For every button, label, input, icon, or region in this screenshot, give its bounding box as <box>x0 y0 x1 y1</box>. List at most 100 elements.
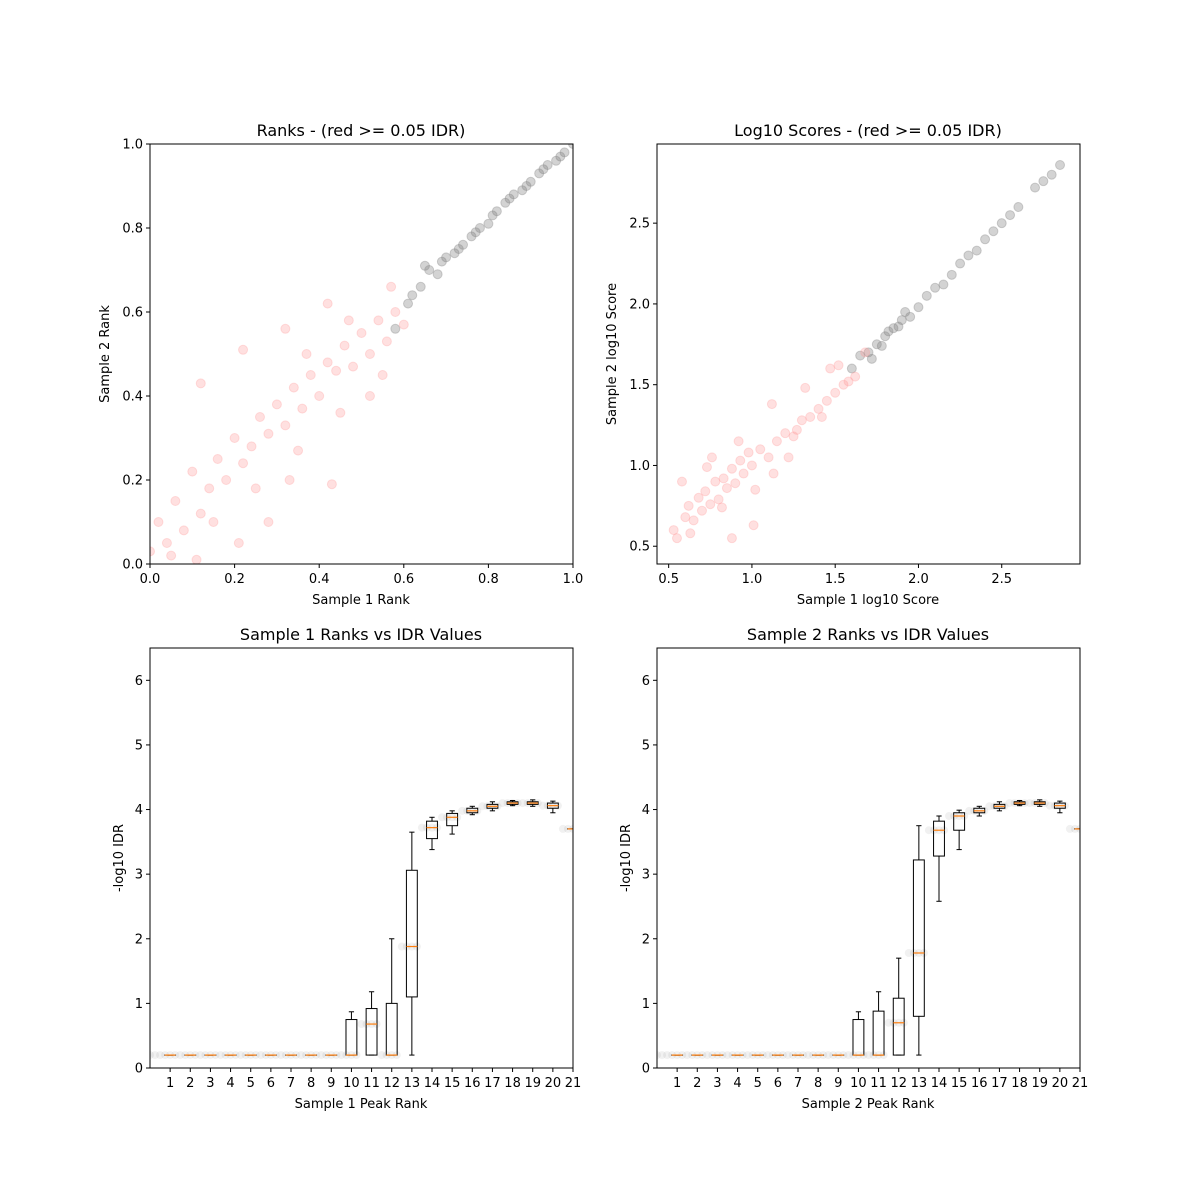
data-point <box>971 245 982 256</box>
density-point <box>804 1051 813 1060</box>
data-point <box>280 323 291 334</box>
x-tick-label: 21 <box>565 1076 582 1091</box>
x-tick-label: 1.0 <box>563 572 584 587</box>
data-point <box>432 269 443 280</box>
data-point <box>233 538 244 548</box>
panel-ranks: Ranks - (red >= 0.05 IDR) Sample 1 Rank … <box>98 121 583 608</box>
data-point <box>297 403 308 414</box>
box <box>426 820 438 840</box>
data-point <box>517 185 528 196</box>
data-point <box>424 265 435 275</box>
data-point <box>436 256 447 267</box>
data-point <box>326 479 337 490</box>
plot-area: 0.0 0.2 0.4 0.6 0.8 1.0 0.0 0.2 0.4 0.6 0.8 1.0 <box>122 138 583 588</box>
density-point <box>657 1051 661 1060</box>
density-point <box>683 1051 692 1060</box>
density-point <box>924 826 933 835</box>
data-point <box>730 478 741 489</box>
y-tick-label: 1.5 <box>629 378 650 393</box>
panel-log10-scores: Log10 Scores - (red >= 0.05 IDR) Sample … <box>605 121 1081 608</box>
data-point <box>373 315 384 326</box>
box <box>365 1008 378 1056</box>
x-tick-label: 19 <box>524 1076 541 1091</box>
data-point <box>381 336 392 347</box>
data-point <box>166 550 177 561</box>
y-tick-label: 1.0 <box>629 459 650 474</box>
data-point <box>466 231 477 242</box>
data-point <box>750 484 761 495</box>
data-point <box>921 290 932 301</box>
data-point <box>796 415 807 426</box>
plot-area: 0.5 1.0 1.5 2.0 2.5 0.5 1.0 1.5 2.0 2.5 <box>629 143 1081 587</box>
x-tick-label: 11 <box>870 1076 887 1091</box>
axes-frame <box>149 647 574 1069</box>
density-point <box>743 1051 752 1060</box>
y-tick-label: 3 <box>642 868 650 883</box>
data-point <box>766 399 777 410</box>
x-tick-label: 1.0 <box>742 572 763 587</box>
boxes <box>150 799 573 1060</box>
x-tick-label: 15 <box>444 1076 461 1091</box>
box <box>405 869 418 998</box>
x-tick-label: 16 <box>971 1076 988 1091</box>
density-point <box>904 948 913 957</box>
data-point <box>768 468 779 479</box>
data-point <box>888 323 899 334</box>
density-point <box>1025 799 1034 808</box>
data-point <box>364 349 375 359</box>
data-point <box>348 361 359 372</box>
data-point <box>458 239 469 250</box>
density-point <box>1005 799 1014 808</box>
density-point <box>783 1051 792 1060</box>
chart-title: Sample 1 Ranks vs IDR Values <box>240 625 482 644</box>
data-point <box>555 151 566 162</box>
data-point <box>955 258 966 269</box>
x-tick-label: 11 <box>363 1076 380 1091</box>
x-tick-label: 3 <box>206 1076 214 1091</box>
data-point <box>763 452 774 463</box>
data-point <box>813 403 824 414</box>
data-point <box>339 340 350 351</box>
density-point <box>663 1051 672 1060</box>
y-tick-label: 0.2 <box>122 474 143 489</box>
x-tick-label: 0.2 <box>224 572 245 587</box>
density-point <box>844 1051 853 1060</box>
density-point <box>558 824 567 833</box>
density-band <box>657 799 1080 1060</box>
data-point <box>1038 176 1049 187</box>
density-point <box>538 801 547 810</box>
x-tick-label: 0.4 <box>309 572 330 587</box>
y-tick-label: 6 <box>135 674 143 689</box>
density-point <box>216 1051 225 1060</box>
data-point <box>322 357 333 368</box>
data-point <box>671 533 682 544</box>
data-point <box>733 436 744 447</box>
data-point <box>377 370 388 380</box>
data-point <box>254 412 265 422</box>
data-point <box>331 365 342 376</box>
density-point <box>458 806 467 815</box>
y-axis-label: -log10 IDR <box>112 824 127 892</box>
x-tick-label: 4 <box>226 1076 234 1091</box>
data-point <box>187 466 198 477</box>
data-point <box>683 500 694 511</box>
x-tick-label: 1 <box>166 1076 174 1091</box>
panel-sample2-idr: Sample 2 Ranks vs IDR Values Sample 2 Pe… <box>619 625 1088 1112</box>
y-tick-label: 0.8 <box>122 222 143 237</box>
x-tick-label: 18 <box>1011 1076 1028 1091</box>
data-point <box>710 476 721 487</box>
density-point <box>196 1051 205 1060</box>
data-point <box>161 538 172 548</box>
data-point <box>487 210 498 221</box>
data-point <box>483 218 494 229</box>
data-point <box>491 206 502 217</box>
data-point <box>816 412 827 422</box>
data-point <box>1013 202 1024 212</box>
density-point <box>985 802 994 811</box>
points <box>150 144 573 564</box>
x-tick-label: 5 <box>247 1076 255 1091</box>
data-point <box>721 483 732 494</box>
data-point <box>913 302 924 313</box>
